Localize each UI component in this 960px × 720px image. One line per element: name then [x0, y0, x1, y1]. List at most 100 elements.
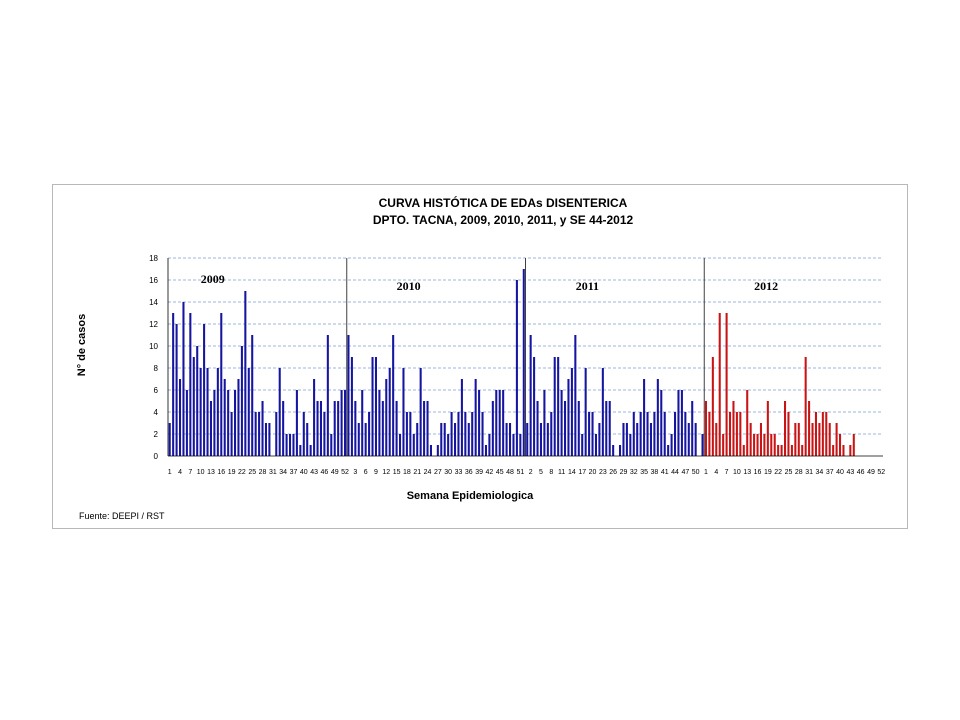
x-tick-label: 49 [867, 469, 875, 476]
bar [340, 390, 343, 456]
x-tick-label: 5 [539, 469, 543, 476]
bar [759, 423, 762, 456]
bar [570, 368, 573, 456]
bar [405, 412, 408, 456]
x-tick-label: 51 [516, 469, 524, 476]
bar [560, 390, 563, 456]
bar [361, 390, 364, 456]
x-tick-label: 22 [774, 469, 782, 476]
bar [794, 423, 797, 456]
bar [258, 412, 261, 456]
x-tick-label: 10 [197, 469, 205, 476]
y-tick-label: 10 [149, 342, 158, 351]
x-tick-label: 46 [857, 469, 865, 476]
bar [632, 412, 635, 456]
bar [282, 401, 285, 456]
x-tick-label: 23 [599, 469, 607, 476]
x-tick-label: 34 [279, 469, 287, 476]
y-axis-title: N° de casos [76, 314, 88, 376]
x-tick-label: 25 [248, 469, 256, 476]
bar [196, 346, 199, 456]
x-tick-label: 18 [403, 469, 411, 476]
x-tick-label: 37 [826, 469, 834, 476]
y-tick-label: 0 [154, 452, 159, 461]
x-tick-label: 46 [321, 469, 329, 476]
chart-title: CURVA HISTÓTICA DE EDAs DISENTERICA [379, 195, 628, 210]
bar [216, 368, 219, 456]
bar [808, 401, 811, 456]
x-axis-ticks: 1 4 7 10 13 16 19 22 25 28 31 34 37 40 43 46 49 52 3 6 9 12 15… [168, 469, 886, 476]
x-tick-label: 29 [620, 469, 628, 476]
bar [622, 423, 625, 456]
bar [797, 423, 800, 456]
x-tick-label: 43 [310, 469, 318, 476]
bar [784, 401, 787, 456]
bar [522, 269, 525, 456]
x-tick-label: 39 [475, 469, 483, 476]
x-tick-label: 32 [630, 469, 638, 476]
y-tick-label: 18 [149, 254, 158, 263]
x-tick-label: 25 [785, 469, 793, 476]
x-tick-label: 27 [434, 469, 442, 476]
x-tick-label: 52 [341, 469, 349, 476]
bar [701, 434, 704, 456]
bar [804, 357, 807, 456]
bar [625, 423, 628, 456]
bar [423, 401, 426, 456]
bar [753, 434, 756, 456]
year-label: 2012 [754, 279, 778, 293]
bar [488, 434, 491, 456]
bar [220, 313, 223, 456]
x-tick-label: 12 [382, 469, 390, 476]
x-tick-label: 21 [413, 469, 421, 476]
x-tick-label: 16 [754, 469, 762, 476]
bar [399, 434, 402, 456]
chart-subtitle: DPTO. TACNA, 2009, 2010, 2011, y SE 44-2… [373, 213, 634, 227]
x-tick-label: 28 [259, 469, 267, 476]
bar [646, 412, 649, 456]
bar [533, 357, 536, 456]
bar [251, 335, 254, 456]
bar [660, 390, 663, 456]
bar [364, 423, 367, 456]
bar [567, 379, 570, 456]
source-note: Fuente: DEEPI / RST [79, 511, 165, 521]
year-label: 2009 [201, 272, 225, 286]
bar [539, 423, 542, 456]
x-tick-label: 13 [207, 469, 215, 476]
bar [454, 423, 457, 456]
x-tick-label: 26 [609, 469, 617, 476]
bar [302, 412, 305, 456]
x-tick-label: 47 [681, 469, 689, 476]
bar [564, 401, 567, 456]
bar [694, 423, 697, 456]
bar [787, 412, 790, 456]
bar [333, 401, 336, 456]
bar [460, 379, 463, 456]
chart-frame: CURVA HISTÓTICA DE EDAs DISENTERICA DPTO… [52, 184, 908, 529]
bar [450, 412, 453, 456]
bar [316, 401, 319, 456]
chart-canvas: CURVA HISTÓTICA DE EDAs DISENTERICA DPTO… [76, 195, 886, 521]
bar [588, 412, 591, 456]
bar [594, 434, 597, 456]
x-tick-label: 35 [640, 469, 648, 476]
bar [323, 412, 326, 456]
bar [491, 401, 494, 456]
bar [347, 335, 350, 456]
x-tick-label: 7 [188, 469, 192, 476]
bar [295, 390, 298, 456]
bar [168, 423, 171, 456]
bar [612, 445, 615, 456]
bar [739, 412, 742, 456]
bar [354, 401, 357, 456]
bar [519, 434, 522, 456]
bar [708, 412, 711, 456]
bar [605, 401, 608, 456]
bar [718, 313, 721, 456]
bar [711, 357, 714, 456]
x-axis-title: Semana Epidemiologica [407, 490, 534, 502]
bar [429, 445, 432, 456]
x-tick-label: 52 [877, 469, 885, 476]
bar [309, 445, 312, 456]
